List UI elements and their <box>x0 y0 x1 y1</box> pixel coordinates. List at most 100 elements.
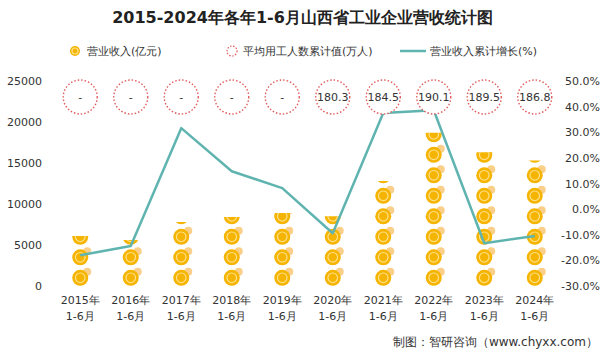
x-tick-label-line: 2023年 <box>465 294 504 307</box>
coin <box>70 46 80 56</box>
coin-inner <box>479 252 489 262</box>
x-tick-label-line: 2018年 <box>212 294 251 307</box>
employee-marker <box>366 80 400 114</box>
title: 2015-2024年各年1-6月山西省工业企业营收统计图 <box>112 8 493 27</box>
x-tick-label-line: 1-6月 <box>369 310 398 323</box>
coin-inner <box>429 212 439 222</box>
coin-inner <box>378 252 388 262</box>
chart-root: 2015-2024年各年1-6月山西省工业企业营收统计图营业收入(亿元)平均用工… <box>0 0 605 360</box>
y2-tick-label: -10.0% <box>561 229 600 242</box>
data-label: 180.3 <box>317 91 349 104</box>
coin-stack <box>375 181 394 286</box>
coin-inner <box>227 252 237 262</box>
coin <box>476 152 492 162</box>
coin-inner <box>277 273 287 283</box>
source: 制图：智研咨询（www.chyxx.com） <box>393 335 598 349</box>
coin-inner <box>176 252 186 262</box>
legend-line <box>400 50 426 53</box>
coin <box>476 188 492 204</box>
employee-marker <box>114 80 148 114</box>
x-tick-label-line: 2020年 <box>313 294 352 307</box>
coin <box>527 167 543 183</box>
coin-inner <box>72 48 78 54</box>
coin-inner <box>429 171 439 181</box>
coin-bar <box>72 206 91 285</box>
coin <box>426 229 442 245</box>
coin <box>426 167 442 183</box>
data-label: - <box>280 91 284 104</box>
coin-inner <box>530 191 540 201</box>
coin-inner <box>479 171 489 181</box>
coin <box>375 181 391 183</box>
x-tick-label-line: 1-6月 <box>116 310 145 323</box>
coin-inner <box>126 252 136 262</box>
y2-tick-label: -20.0% <box>561 254 600 267</box>
coin <box>224 270 240 286</box>
coin-stack <box>224 217 243 286</box>
coin <box>426 147 442 163</box>
coin-inner <box>75 273 85 283</box>
coin <box>527 161 543 163</box>
data-label: - <box>230 91 234 104</box>
coin-stack <box>426 133 445 286</box>
coin <box>274 229 290 245</box>
coin-inner <box>429 252 439 262</box>
y-tick-label: 5000 <box>14 239 42 252</box>
x-tick-label-line: 2016年 <box>111 294 150 307</box>
x-tick-label-line: 1-6月 <box>268 310 297 323</box>
coin <box>426 249 442 265</box>
coin-inner <box>277 232 287 242</box>
coin <box>426 188 442 204</box>
coin-inner <box>378 212 388 222</box>
coin <box>325 249 341 265</box>
coin-inner <box>378 191 388 201</box>
coin-inner <box>328 216 338 221</box>
coin <box>375 208 391 224</box>
employee-marker <box>467 80 501 114</box>
coin <box>274 270 290 286</box>
coin-inner <box>227 273 237 283</box>
coin <box>274 249 290 265</box>
employee-marker <box>215 80 249 114</box>
coin-inner <box>277 213 287 221</box>
x-tick-label-line: 2024年 <box>515 294 554 307</box>
coin <box>325 270 341 286</box>
legend: 营业收入(亿元)平均用工人数累计值(万人)营业收入累计增长(%) <box>70 45 537 58</box>
coin-inner <box>530 171 540 181</box>
coin <box>476 167 492 183</box>
coin-inner <box>530 212 540 222</box>
coin <box>476 249 492 265</box>
coin <box>375 249 391 265</box>
coin-inner <box>479 273 489 283</box>
coin <box>375 270 391 286</box>
y2-tick-label: 20.0% <box>565 152 600 165</box>
chart-svg: 2015-2024年各年1-6月山西省工业企业营收统计图营业收入(亿元)平均用工… <box>0 0 605 360</box>
data-label: - <box>129 91 133 104</box>
coin-stack <box>476 152 495 285</box>
x-tick-label-line: 1-6月 <box>419 310 448 323</box>
x-tick-label-line: 1-6月 <box>66 310 95 323</box>
employee-marker <box>63 80 97 114</box>
data-label: 186.8 <box>519 91 551 104</box>
coin-inner <box>176 273 186 283</box>
y2-tick-label: 50.0% <box>565 75 600 88</box>
x-tick-label-line: 2021年 <box>364 294 403 307</box>
coin-inner <box>530 252 540 262</box>
coin-inner <box>429 133 439 139</box>
x-tick-label: 2019年1-6月 <box>263 294 302 323</box>
employee-marker <box>164 80 198 114</box>
coin-bar <box>375 145 394 286</box>
coin-stack <box>72 236 91 286</box>
coin <box>375 188 391 204</box>
coin <box>173 270 189 286</box>
coin <box>476 270 492 286</box>
coin-inner <box>429 273 439 283</box>
x-tick-label: 2016年 1-6月 <box>111 294 150 323</box>
coin-bar <box>325 186 344 286</box>
coin-inner <box>277 252 287 262</box>
x-tick-label-line: 1-6月 <box>520 310 549 323</box>
legend-label: 营业收入累计增长(%) <box>430 45 537 58</box>
coin <box>426 133 442 143</box>
x-tick-label-line: 2017年 <box>162 294 201 307</box>
coin <box>426 270 442 286</box>
